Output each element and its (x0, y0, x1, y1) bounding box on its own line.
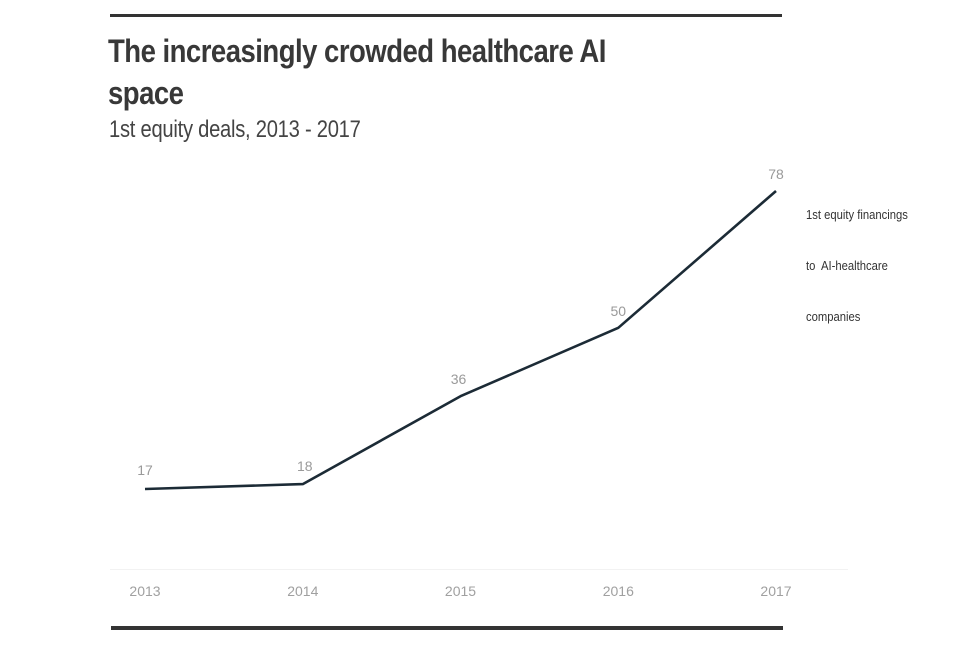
top-rule (110, 14, 782, 17)
x-tick-label: 2017 (760, 583, 791, 599)
series-label-line-1: 1st equity financings (806, 208, 908, 222)
x-axis-band (110, 569, 848, 570)
data-label: 78 (768, 166, 784, 182)
series-label-line-2: to AI-healthcare (806, 259, 888, 273)
chart-title: The increasingly crowded healthcare AI s… (108, 33, 606, 111)
data-label: 50 (611, 303, 627, 319)
bottom-rule (111, 626, 783, 630)
x-tick-label: 2015 (445, 583, 476, 599)
data-label: 18 (297, 458, 313, 474)
series-label: 1st equity financings to AI-healthcare c… (806, 173, 908, 343)
chart-subtitle: 1st equity deals, 2013 - 2017 (109, 116, 361, 143)
series-line (144, 190, 777, 491)
series-label-line-3: companies (806, 310, 861, 324)
data-label: 36 (451, 371, 467, 387)
x-tick-label: 2014 (287, 583, 318, 599)
x-tick-label: 2013 (129, 583, 160, 599)
data-label: 17 (137, 462, 153, 478)
x-tick-label: 2016 (603, 583, 634, 599)
